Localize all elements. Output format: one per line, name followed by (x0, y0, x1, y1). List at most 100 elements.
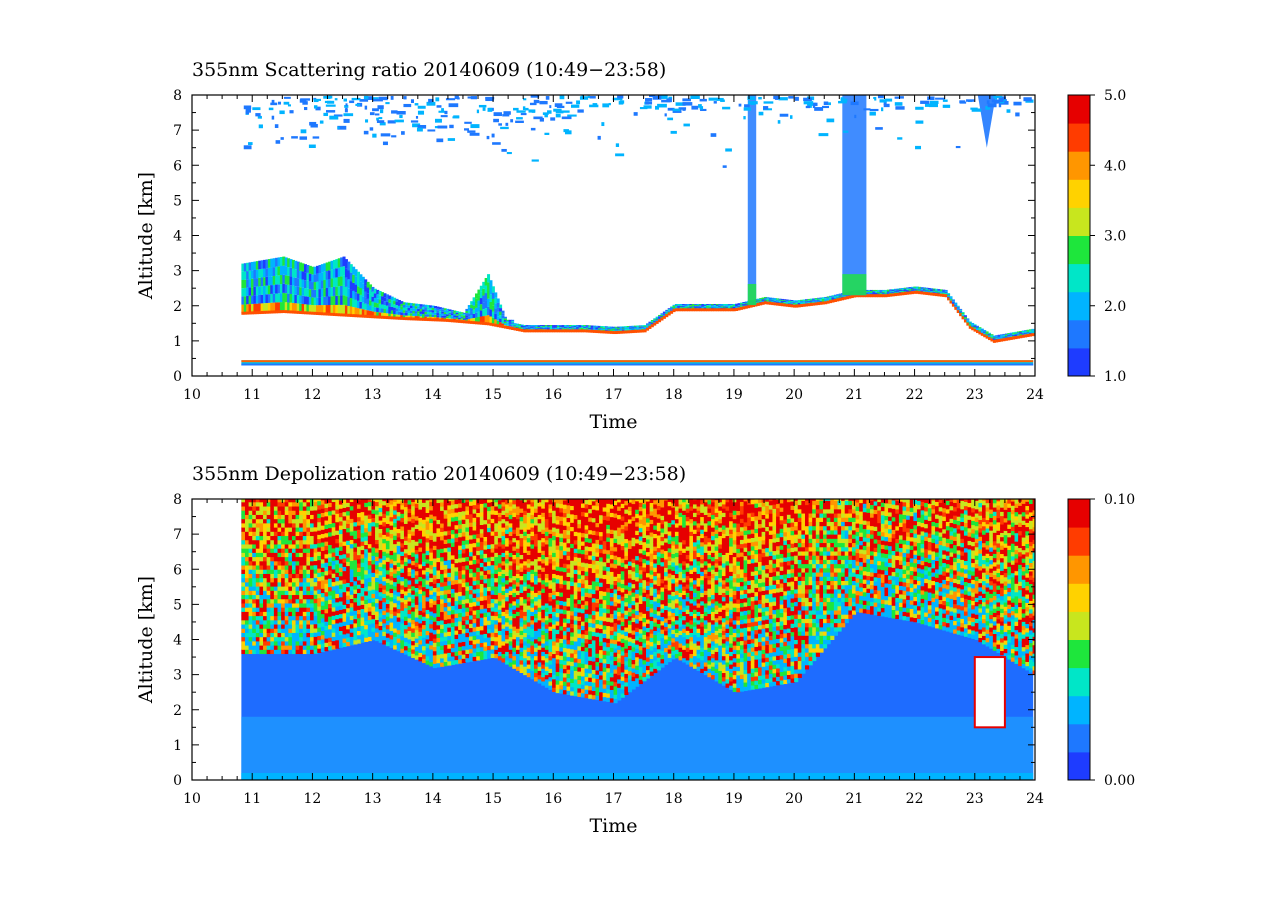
depol-cell (426, 593, 430, 598)
depol-cell (317, 568, 321, 573)
y-tick-label: 8 (173, 88, 182, 104)
depol-cell (444, 539, 448, 544)
depol-cell (364, 540, 368, 545)
depol-cell (270, 498, 274, 503)
depol-cell (343, 609, 347, 614)
depol-cell (288, 607, 292, 612)
colorbar-segment (1068, 362, 1090, 370)
depol-cell (296, 586, 300, 591)
depol-cell (306, 536, 310, 541)
depol-cell (393, 636, 397, 641)
depol-cell (335, 585, 339, 590)
speckle (289, 110, 293, 113)
depol-cell (433, 604, 437, 609)
depol-cell (335, 602, 339, 607)
depol-cell (382, 526, 386, 531)
depol-cell (343, 617, 347, 622)
depol-cell (357, 550, 361, 555)
depol-cell (375, 565, 379, 570)
depol-cell (299, 548, 303, 553)
speckle (602, 103, 609, 107)
depol-cell (346, 591, 350, 596)
bl-cell (511, 321, 514, 322)
depol-cell (259, 649, 263, 654)
depol-cell (317, 598, 321, 603)
depol-cell (321, 639, 325, 644)
depol-cell (324, 524, 328, 529)
depol-cell (426, 656, 430, 661)
depol-cell (241, 548, 245, 553)
depol-cell (364, 553, 368, 558)
speckle (523, 106, 525, 110)
speckle (691, 106, 698, 110)
bl-cell (966, 318, 969, 319)
depol-cell (252, 624, 256, 629)
depol-cell (364, 616, 368, 621)
depol-cell (314, 649, 318, 654)
depol-cell (371, 598, 375, 603)
depol-cell (440, 658, 444, 663)
depol-cell (368, 518, 372, 523)
depol-cell (288, 561, 292, 566)
depol-cell (332, 590, 336, 595)
depol-cell (368, 603, 372, 608)
depol-cell (263, 557, 267, 562)
depol-cell (314, 552, 318, 557)
speckle (700, 99, 707, 102)
depol-cell (415, 617, 419, 622)
depol-cell (433, 651, 437, 656)
depol-cell (285, 645, 289, 650)
depol-cell (415, 621, 419, 626)
depol-cell (288, 565, 292, 570)
depol-cell (433, 588, 437, 593)
depol-cell (270, 586, 274, 591)
depol-cell (339, 559, 343, 564)
bl-cell (492, 286, 495, 292)
depol-cell (339, 605, 343, 610)
depol-cell (274, 578, 278, 583)
depol-cell (433, 663, 437, 668)
depol-cell (303, 552, 307, 557)
depol-cell (397, 524, 401, 529)
depol-cell (281, 628, 285, 633)
depol-cell (350, 632, 354, 637)
depol-cell (346, 566, 350, 571)
depol-cell (288, 624, 292, 629)
speckle (284, 102, 290, 105)
depol-cell (400, 585, 404, 590)
depol-cell (404, 625, 408, 630)
depol-cell (249, 632, 253, 637)
depol-cell (314, 502, 318, 507)
depol-cell (281, 506, 285, 511)
speckle (370, 127, 373, 130)
depol-cell (321, 538, 325, 543)
depol-cell (361, 575, 365, 580)
speckle (255, 113, 260, 116)
depol-cell (426, 652, 430, 657)
depol-cell (306, 603, 310, 608)
depol-cell (429, 582, 433, 587)
speckle (943, 100, 948, 102)
depol-cell (332, 518, 336, 523)
depol-cell (245, 498, 249, 503)
depol-cell (371, 501, 375, 506)
depol-cell (241, 506, 245, 511)
depol-cell (292, 540, 296, 545)
depol-cell (400, 619, 404, 624)
depol-cell (353, 522, 357, 527)
depol-cell (426, 580, 430, 585)
depol-cell (346, 540, 350, 545)
speckle (435, 119, 442, 123)
depol-cell (353, 564, 357, 569)
depol-cell (339, 571, 343, 576)
depol-cell (375, 632, 379, 637)
depol-cell (328, 523, 332, 528)
depol-cell (346, 536, 350, 541)
depol-cell (444, 611, 448, 616)
depol-cell (335, 614, 339, 619)
depol-cell (346, 545, 350, 550)
depol-cell (415, 541, 419, 546)
depol-cell (440, 536, 444, 541)
depol-cell (397, 600, 401, 605)
depol-cell (411, 620, 415, 625)
